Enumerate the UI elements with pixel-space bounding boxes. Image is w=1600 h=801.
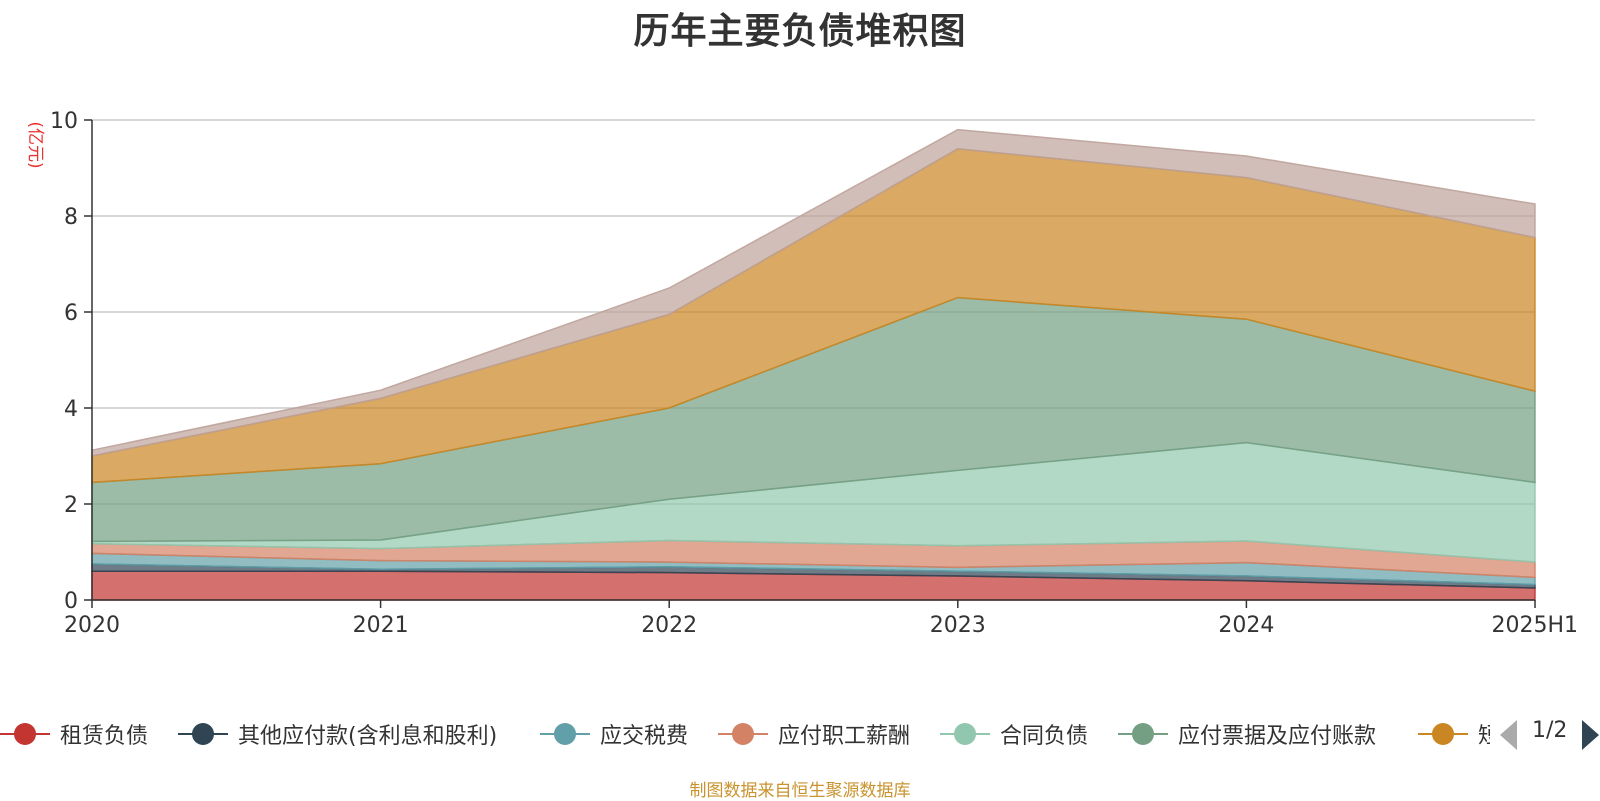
legend-page-indicator: 1/2 xyxy=(1532,718,1568,743)
legend-item[interactable]: 租赁负债 xyxy=(0,716,148,752)
legend-next-page-icon[interactable] xyxy=(1582,720,1599,750)
legend-item[interactable]: 应付职工薪酬 xyxy=(718,716,910,752)
x-tick-label: 2020 xyxy=(64,613,120,638)
legend-marker-icon xyxy=(940,716,990,752)
legend-marker-icon xyxy=(1118,716,1168,752)
x-tick-label: 2021 xyxy=(353,613,409,638)
legend-prev-page-icon[interactable] xyxy=(1500,720,1517,750)
legend-label: 应交税费 xyxy=(600,724,689,749)
legend-marker-icon xyxy=(178,716,228,752)
legend-item[interactable]: 合同负债 xyxy=(940,716,1088,752)
y-tick-label: 4 xyxy=(64,397,78,422)
legend-marker-icon xyxy=(0,716,50,752)
y-tick-label: 2 xyxy=(64,493,78,518)
y-tick-label: 10 xyxy=(50,109,78,134)
y-tick-label: 6 xyxy=(64,301,78,326)
legend-item[interactable]: 其他应付款(含利息和股利) xyxy=(178,716,497,752)
y-tick-label: 0 xyxy=(64,589,78,614)
y-axis-unit-label: (亿元) xyxy=(25,121,45,168)
source-note: 制图数据来自恒生聚源数据库 xyxy=(689,781,911,801)
y-tick-label: 8 xyxy=(64,205,78,230)
x-tick-label: 2025H1 xyxy=(1491,613,1578,638)
legend-label: 租赁负债 xyxy=(60,724,149,749)
x-tick-label: 2023 xyxy=(930,613,986,638)
legend-marker-icon xyxy=(1418,716,1468,752)
legend-label: 应付职工薪酬 xyxy=(778,724,911,749)
legend-marker-icon xyxy=(540,716,590,752)
legend-pager: 1/2 xyxy=(1500,716,1600,752)
x-tick-label: 2024 xyxy=(1218,613,1274,638)
legend-label: 应付票据及应付账款 xyxy=(1178,724,1377,749)
legend-label: 合同负债 xyxy=(1000,724,1089,749)
legend-label: 短期借款 xyxy=(1478,724,1490,749)
legend-marker-icon xyxy=(718,716,768,752)
chart-plot: 0 2 4 6 8 10 2020 2021 2022 2023 2024 2025H1 (亿元) xyxy=(25,109,1578,638)
chart-title: 历年主要负债堆积图 xyxy=(633,11,967,52)
legend-item[interactable]: 应付票据及应付账款 xyxy=(1118,716,1376,752)
x-tick-label: 2022 xyxy=(641,613,697,638)
legend-item[interactable]: 应交税费 xyxy=(540,716,688,752)
legend-label: 其他应付款(含利息和股利) xyxy=(238,724,498,749)
area-series-7[interactable] xyxy=(91,128,1536,457)
legend-item[interactable]: 短期借款 xyxy=(1418,716,1490,752)
legend: 租赁负债 其他应付款(含利息和股利) 应交税费 应付职工薪酬 合同负债 应付票据及应付账款… xyxy=(0,716,1490,756)
